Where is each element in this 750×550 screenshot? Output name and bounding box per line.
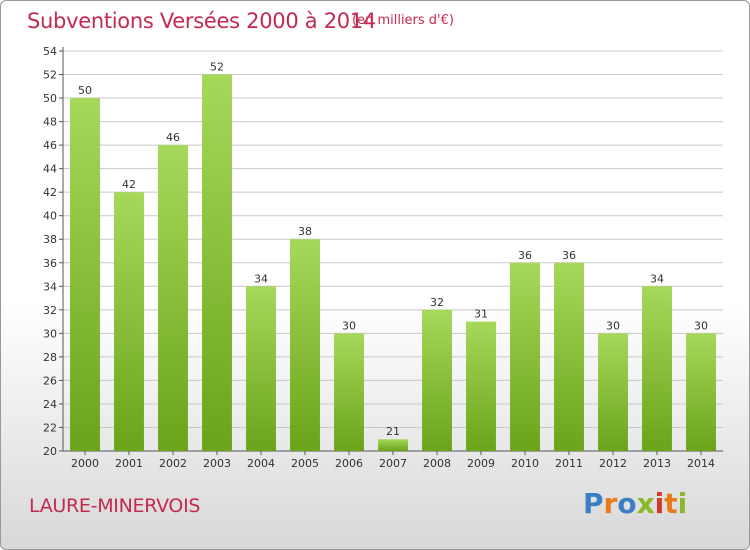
x-tick-label: 2009 — [467, 457, 495, 470]
y-tick-label: 52 — [43, 69, 57, 82]
x-tick-label: 2002 — [159, 457, 187, 470]
y-tick-label: 32 — [43, 304, 57, 317]
chart-title: Subventions Versées 2000 à 2014 — [27, 9, 376, 33]
bar-value-label: 21 — [386, 425, 400, 438]
y-tick-label: 22 — [43, 421, 57, 434]
bar — [246, 286, 276, 451]
y-tick-label: 30 — [43, 327, 57, 340]
bar-value-label: 30 — [606, 319, 620, 332]
bar-value-label: 30 — [342, 319, 356, 332]
y-tick-label: 54 — [43, 45, 57, 58]
logo-letter: x — [636, 487, 655, 520]
bar — [466, 321, 496, 451]
x-tick-label: 2007 — [379, 457, 407, 470]
logo-letter: i — [677, 487, 688, 520]
x-tick-label: 2011 — [555, 457, 583, 470]
bar — [510, 262, 540, 451]
x-tick-label: 2003 — [203, 457, 231, 470]
bar-value-label: 42 — [122, 178, 136, 191]
logo-letter: P — [583, 487, 604, 520]
bar — [334, 333, 364, 451]
bar-value-label: 38 — [298, 225, 312, 238]
y-tick-label: 28 — [43, 351, 57, 364]
bar-value-label: 50 — [78, 84, 92, 97]
x-tick-label: 2005 — [291, 457, 319, 470]
x-tick-label: 2010 — [511, 457, 539, 470]
bar-value-label: 34 — [650, 272, 664, 285]
y-tick-label: 50 — [43, 92, 57, 105]
y-tick-label: 44 — [43, 163, 57, 176]
bar-value-label: 34 — [254, 272, 268, 285]
logo-letter: o — [617, 487, 637, 520]
bar — [554, 262, 584, 451]
bar — [70, 98, 100, 451]
bar — [202, 74, 232, 451]
bar-value-label: 32 — [430, 296, 444, 309]
bar — [686, 333, 716, 451]
bar — [642, 286, 672, 451]
y-tick-label: 34 — [43, 280, 57, 293]
y-tick-label: 42 — [43, 186, 57, 199]
x-tick-label: 2001 — [115, 457, 143, 470]
y-tick-label: 40 — [43, 210, 57, 223]
y-tick-label: 38 — [43, 233, 57, 246]
bar — [422, 309, 452, 451]
bar — [114, 192, 144, 452]
chart-subtitle: (en milliers d'€) — [352, 13, 454, 28]
x-tick-label: 2014 — [687, 457, 715, 470]
bar — [598, 333, 628, 451]
x-tick-label: 2006 — [335, 457, 363, 470]
x-tick-label: 2008 — [423, 457, 451, 470]
bar — [378, 439, 408, 451]
y-tick-label: 26 — [43, 374, 57, 387]
y-tick-label: 20 — [43, 445, 57, 458]
commune-name: LAURE-MINERVOIS — [29, 495, 201, 517]
logo-letter: i — [654, 487, 665, 520]
x-tick-label: 2012 — [599, 457, 627, 470]
x-tick-label: 2000 — [71, 457, 99, 470]
logo-letter: r — [603, 487, 618, 520]
bar — [158, 145, 188, 451]
bar-value-label: 52 — [210, 61, 224, 74]
bar-value-label: 46 — [166, 131, 180, 144]
x-tick-label: 2004 — [247, 457, 275, 470]
y-tick-label: 46 — [43, 139, 57, 152]
y-tick-label: 36 — [43, 257, 57, 270]
bar — [290, 239, 320, 451]
y-tick-label: 48 — [43, 116, 57, 129]
proxiti-logo: Proxiti — [583, 487, 687, 520]
bar-value-label: 36 — [562, 249, 576, 262]
bar-value-label: 31 — [474, 308, 488, 321]
y-tick-label: 24 — [43, 398, 57, 411]
logo-letter: t — [664, 487, 678, 520]
bar-value-label: 30 — [694, 319, 708, 332]
x-tick-label: 2013 — [643, 457, 671, 470]
bar-value-label: 36 — [518, 249, 532, 262]
